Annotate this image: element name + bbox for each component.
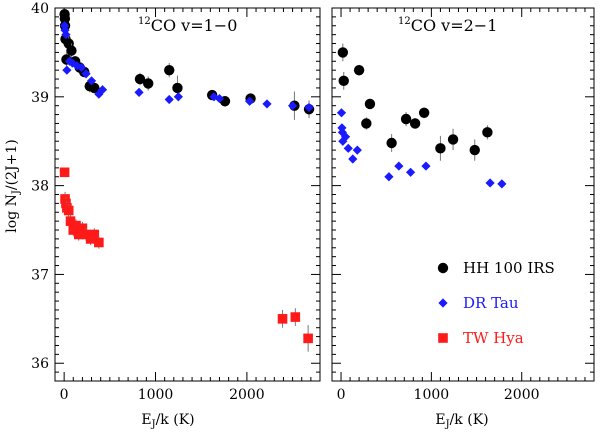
data-point <box>71 220 81 231</box>
data-point <box>77 223 88 234</box>
data-point <box>290 312 301 322</box>
data-point <box>61 30 71 40</box>
data-point <box>76 62 87 73</box>
data-point <box>338 75 349 87</box>
data-point <box>97 85 108 95</box>
data-point <box>173 92 183 102</box>
data-point <box>65 216 76 226</box>
data-point <box>340 132 351 142</box>
data-point <box>86 76 97 86</box>
series-square <box>59 167 313 352</box>
data-point <box>59 167 70 178</box>
data-point <box>447 134 459 145</box>
legend: HH 100 IRS DR Tau TW Hya <box>437 259 555 347</box>
data-point <box>287 101 298 111</box>
plot-frame <box>54 7 321 382</box>
data-point <box>172 82 183 94</box>
series-circle <box>337 43 493 161</box>
y-tick-label: 40 <box>31 1 49 17</box>
data-point <box>353 64 365 76</box>
legend-marker <box>438 298 448 308</box>
data-point <box>418 107 430 118</box>
data-point <box>89 82 100 94</box>
chart-panels: 0 1000 2000 36 37 38 39 40 12CO v=1−0 0 1000 2000 12… <box>31 1 595 403</box>
plot-frame <box>331 7 595 382</box>
data-point <box>400 113 412 125</box>
data-point <box>348 154 358 164</box>
panel-title: 12CO v=1−0 <box>138 16 237 35</box>
panel-title: 12CO v=2−1 <box>398 16 497 35</box>
panel-1: 0 1000 2000 36 37 38 39 40 12CO v=1−0 <box>31 1 321 403</box>
y-tick-label: 39 <box>31 90 49 106</box>
legend-label: HH 100 IRS <box>463 259 555 277</box>
data-point <box>134 73 146 85</box>
x-tick-label: 1000 <box>138 387 174 403</box>
data-point <box>482 127 493 138</box>
data-point <box>343 143 353 153</box>
panel-2: 0 1000 2000 12CO v=2−1 <box>331 7 595 403</box>
data-point <box>164 94 174 105</box>
data-point <box>361 118 372 129</box>
x-tick-label: 2000 <box>504 387 540 403</box>
data-point <box>336 108 347 118</box>
series-diamond <box>59 21 314 113</box>
data-point <box>394 161 404 171</box>
data-point <box>262 99 272 109</box>
data-point <box>485 178 495 188</box>
data-point <box>338 136 348 146</box>
x-tick-label: 1000 <box>414 387 450 403</box>
data-point <box>94 237 104 248</box>
data-point <box>406 167 416 177</box>
data-point <box>386 137 397 149</box>
data-point <box>73 229 84 240</box>
series-diamond <box>336 108 507 189</box>
y-tick-label: 36 <box>31 356 49 372</box>
data-point <box>214 93 225 104</box>
x-axis-title-right: EJ/k (K) <box>435 412 488 430</box>
data-point <box>421 161 431 171</box>
data-point <box>89 229 100 240</box>
legend-marker <box>437 262 449 274</box>
data-point <box>435 143 446 154</box>
data-point <box>164 64 175 76</box>
data-point <box>66 45 77 56</box>
data-point <box>81 69 91 79</box>
legend-label: DR Tau <box>463 294 519 312</box>
y-tick-label: 37 <box>31 267 49 283</box>
data-point <box>303 333 313 344</box>
x-tick-label: 2000 <box>229 387 265 403</box>
data-point <box>409 118 421 129</box>
data-point <box>469 144 480 156</box>
data-point <box>304 102 314 113</box>
data-point <box>384 172 394 182</box>
data-point <box>364 98 376 110</box>
legend-marker <box>438 333 448 343</box>
data-point <box>497 179 507 189</box>
data-point <box>134 87 144 97</box>
data-point <box>209 92 219 102</box>
data-point <box>143 78 154 89</box>
data-point <box>277 314 288 324</box>
y-axis-title: log NJ/(2J+1) <box>4 139 22 232</box>
x-tick-label: 0 <box>337 387 346 403</box>
x-axis-title-left: EJ/k (K) <box>141 412 194 430</box>
data-point <box>63 205 74 216</box>
data-point <box>337 47 349 58</box>
data-point <box>62 65 72 75</box>
data-point <box>352 145 362 155</box>
legend-label: TW Hya <box>463 329 524 347</box>
y-tick-label: 38 <box>31 179 49 195</box>
data-point <box>245 96 255 106</box>
x-tick-label: 0 <box>60 387 69 403</box>
